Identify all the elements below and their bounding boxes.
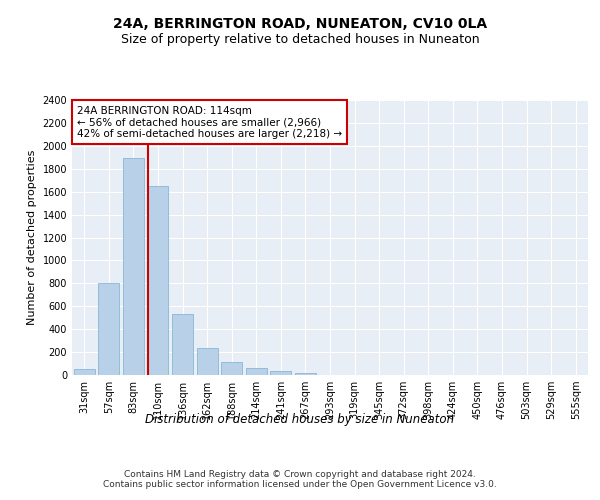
Bar	[172, 314, 193, 375]
Bar	[221, 362, 242, 375]
Text: Contains HM Land Registry data © Crown copyright and database right 2024.
Contai: Contains HM Land Registry data © Crown c…	[103, 470, 497, 490]
Text: Size of property relative to detached houses in Nuneaton: Size of property relative to detached ho…	[121, 32, 479, 46]
Bar	[197, 348, 218, 375]
Bar	[123, 158, 144, 375]
Bar	[295, 372, 316, 375]
Bar	[74, 368, 95, 375]
Text: Distribution of detached houses by size in Nuneaton: Distribution of detached houses by size …	[145, 412, 455, 426]
Text: 24A, BERRINGTON ROAD, NUNEATON, CV10 0LA: 24A, BERRINGTON ROAD, NUNEATON, CV10 0LA	[113, 18, 487, 32]
Bar	[246, 368, 267, 375]
Y-axis label: Number of detached properties: Number of detached properties	[27, 150, 37, 325]
Bar	[271, 371, 292, 375]
Text: 24A BERRINGTON ROAD: 114sqm
← 56% of detached houses are smaller (2,966)
42% of : 24A BERRINGTON ROAD: 114sqm ← 56% of det…	[77, 106, 342, 138]
Bar	[98, 284, 119, 375]
Bar	[148, 186, 169, 375]
